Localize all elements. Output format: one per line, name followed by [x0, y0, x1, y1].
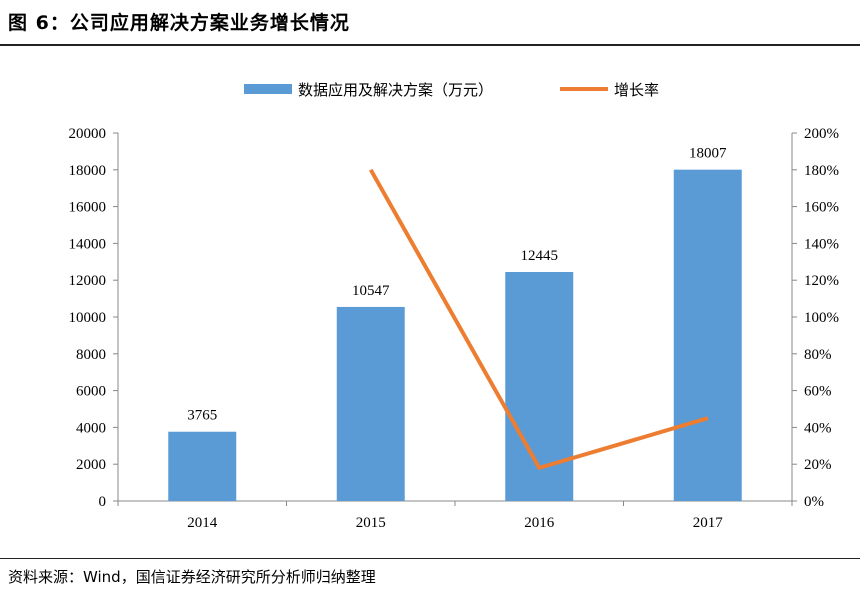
legend-label-bar: 数据应用及解决方案（万元） — [298, 81, 493, 99]
left-axis-tick-label: 10000 — [69, 310, 107, 326]
footer-divider — [0, 558, 860, 559]
right-axis-tick-label: 140% — [804, 236, 839, 252]
left-axis-tick-label: 2000 — [76, 457, 106, 473]
left-axis-tick-label: 12000 — [69, 273, 107, 289]
line-series — [369, 168, 709, 470]
title-divider — [0, 44, 860, 46]
data-labels: 3765 10547 12445 18007 — [187, 146, 727, 424]
right-axis-tick-label: 120% — [804, 273, 839, 289]
chart-axes: 0 2000 4000 6000 8000 10000 12000 14000 16000 180… — [69, 126, 840, 531]
right-axis-tick-label: 100% — [804, 310, 839, 326]
growth-rate-line — [369, 168, 709, 470]
left-axis-tick-label: 0 — [99, 494, 107, 510]
bar-2014 — [168, 431, 237, 501]
bar-data-label-2017: 18007 — [689, 146, 727, 162]
right-axis-tick-label: 40% — [804, 420, 832, 436]
x-axis-tick-label: 2017 — [693, 515, 724, 531]
right-axis-tick-label: 0% — [804, 494, 824, 510]
source-note: 资料来源：Wind，国信证券经济研究所分析师归纳整理 — [8, 568, 376, 586]
left-axis-tick-label: 20000 — [69, 126, 107, 142]
bar-2015 — [336, 306, 405, 501]
x-axis-tick-label: 2014 — [187, 515, 218, 531]
left-axis-tick-label: 4000 — [76, 420, 106, 436]
right-axis-tick-label: 160% — [804, 200, 839, 216]
legend-swatch-bar — [244, 84, 292, 94]
right-axis-tick-label: 60% — [804, 384, 832, 400]
x-axis-tick-label: 2016 — [524, 515, 555, 531]
x-axis-tick-label: 2015 — [356, 515, 386, 531]
legend-label-line: 增长率 — [614, 81, 659, 99]
bar-data-label-2014: 3765 — [187, 408, 217, 424]
left-axis-tick-label: 14000 — [69, 236, 107, 252]
right-axis-tick-label: 20% — [804, 457, 832, 473]
bar-data-label-2016: 12445 — [521, 248, 559, 264]
bar-2017 — [673, 169, 742, 501]
combo-chart: 数据应用及解决方案（万元） 增长率 0 2000 4000 6000 8000 10000 1… — [69, 81, 840, 531]
right-axis-tick-label: 180% — [804, 163, 839, 179]
figure-title: 图 6：公司应用解决方案业务增长情况 — [8, 12, 350, 34]
left-axis-tick-label: 6000 — [76, 384, 106, 400]
chart-legend: 数据应用及解决方案（万元） 增长率 — [244, 81, 659, 99]
right-axis-tick-label: 80% — [804, 347, 832, 363]
bar-series — [168, 169, 742, 501]
left-axis-tick-label: 18000 — [69, 163, 107, 179]
left-axis-tick-label: 8000 — [76, 347, 106, 363]
right-axis-tick-label: 200% — [804, 126, 839, 142]
left-axis-tick-label: 16000 — [69, 200, 107, 216]
bar-data-label-2015: 10547 — [352, 283, 390, 299]
